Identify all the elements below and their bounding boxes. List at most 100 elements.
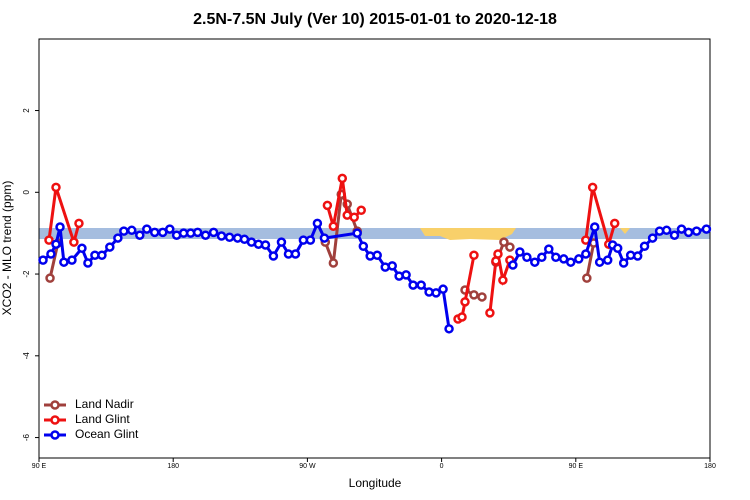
data-point [544, 244, 554, 254]
data-point [558, 254, 569, 264]
data-point [522, 252, 532, 263]
legend-label: Ocean Glint [75, 427, 139, 441]
data-point [97, 250, 107, 260]
data-point [216, 231, 227, 241]
data-point [537, 252, 547, 263]
data-point [59, 257, 69, 267]
data-point [594, 257, 605, 267]
data-point [328, 221, 339, 231]
data-point [158, 227, 168, 238]
legend-marker [50, 400, 60, 410]
data-point [498, 275, 508, 285]
data-point [358, 241, 369, 252]
data-point [676, 224, 687, 234]
y-tick-label: -4 [22, 352, 31, 360]
data-point [618, 258, 629, 268]
data-point [438, 284, 448, 294]
data-point [337, 173, 348, 184]
legend-label: Land Glint [75, 412, 130, 426]
data-point [632, 251, 643, 261]
data-point [609, 218, 620, 229]
y-tick-label: -6 [22, 433, 31, 441]
data-point [505, 242, 515, 252]
reference-band-highlight [420, 228, 516, 240]
data-point [469, 250, 479, 260]
data-point [268, 251, 279, 261]
data-point [669, 230, 680, 240]
data-point [55, 222, 65, 232]
data-point [105, 242, 115, 252]
data-point [372, 250, 382, 260]
data-point [460, 297, 470, 307]
data-point [530, 257, 540, 267]
x-tick-label: 90 W [299, 463, 316, 470]
data-point [356, 205, 366, 216]
data-point [69, 237, 79, 247]
data-point [44, 235, 54, 245]
data-point [312, 218, 323, 229]
data-point [165, 224, 175, 234]
data-point [701, 224, 712, 234]
y-axis-label: XCO2 - MLO trend (ppm) [0, 181, 14, 316]
plot-frame [38, 38, 711, 459]
data-point [113, 233, 123, 243]
data-point [457, 312, 467, 322]
data-point [647, 233, 658, 243]
x-tick-label: 0 [440, 463, 444, 470]
data-point [192, 227, 203, 238]
data-point [661, 225, 672, 236]
data-point [142, 224, 152, 234]
data-point [401, 270, 411, 280]
data-point [477, 292, 487, 302]
data-point [51, 239, 61, 249]
data-point [126, 225, 137, 236]
data-point [612, 243, 623, 254]
x-tick-label: 180 [704, 463, 716, 470]
legend-label: Land Nadir [75, 397, 134, 411]
data-point [77, 243, 87, 254]
data-point [74, 218, 84, 229]
data-point [499, 237, 509, 247]
x-tick-label: 90 E [32, 463, 47, 470]
data-point [515, 247, 525, 257]
data-point [582, 273, 592, 283]
data-point [305, 235, 316, 245]
data-point [416, 280, 426, 290]
data-point [352, 228, 362, 238]
legend-marker [50, 415, 60, 425]
data-point [135, 230, 145, 240]
data-point [319, 233, 330, 243]
data-point [67, 255, 77, 265]
x-tick-label: 90 E [569, 463, 584, 470]
data-point [224, 232, 235, 243]
data-point [328, 258, 339, 268]
data-point [574, 254, 584, 264]
data-point [408, 280, 418, 290]
data-point [565, 257, 576, 267]
x-tick-label: 180 [167, 463, 179, 470]
data-point [200, 230, 211, 240]
data-point [349, 212, 359, 222]
data-point [444, 324, 454, 334]
data-point [469, 290, 479, 300]
data-point [508, 260, 518, 270]
data-point [639, 241, 650, 252]
data-point [485, 308, 495, 318]
y-tick-label: 0 [22, 190, 31, 195]
data-point [322, 200, 333, 211]
data-point [290, 249, 301, 259]
data-point [602, 255, 613, 265]
data-point [581, 249, 591, 259]
data-point [51, 182, 61, 193]
x-axis-label: Longitude [349, 476, 402, 490]
data-point [589, 222, 600, 232]
data-point [387, 261, 397, 271]
data-point [149, 227, 160, 238]
series-line [47, 178, 617, 321]
data-point [431, 288, 441, 298]
data-point [493, 249, 503, 259]
data-point [83, 258, 93, 268]
data-point [45, 273, 55, 283]
chart-title: 2.5N-7.5N July (Ver 10) 2015-01-01 to 20… [193, 11, 557, 28]
